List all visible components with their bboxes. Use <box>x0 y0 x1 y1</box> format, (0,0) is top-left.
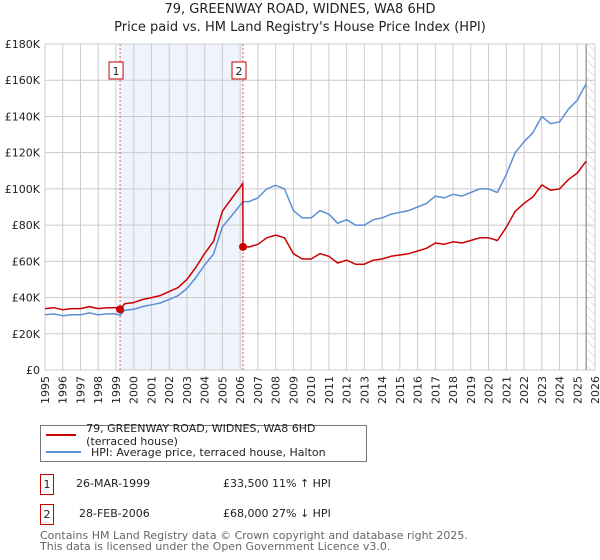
x-tick-label: 2024 <box>554 376 567 404</box>
x-tick-label: 2002 <box>163 376 176 404</box>
transaction-price: £33,500 <box>223 477 269 490</box>
x-tick-label: 2016 <box>412 376 425 404</box>
hpi-line <box>44 83 587 317</box>
y-tick-label: £80K <box>12 219 41 232</box>
sale-label: 2 <box>236 65 243 78</box>
x-tick-label: 1998 <box>92 376 105 404</box>
y-tick-label: £180K <box>5 38 41 51</box>
property-line <box>44 160 587 311</box>
sale-label: 1 <box>113 65 120 78</box>
x-tick-label: 2008 <box>270 376 283 404</box>
transaction-badge: 1 <box>40 474 54 495</box>
legend-label-property: 79, GREENWAY ROAD, WIDNES, WA8 6HD (terr… <box>86 422 316 448</box>
y-tick-label: £40K <box>12 292 41 305</box>
x-tick-label: 2019 <box>465 376 478 404</box>
y-tick-label: £60K <box>12 255 41 268</box>
x-tick-label: 2017 <box>429 376 442 404</box>
x-tick-label: 2003 <box>181 376 194 404</box>
legend-swatch-hpi <box>46 451 81 453</box>
transaction-hpi: 27% ↓ HPI <box>272 507 331 520</box>
x-tick-label: 2000 <box>128 376 141 404</box>
x-tick-label: 2014 <box>376 376 389 404</box>
x-tick-label: 2009 <box>287 376 300 404</box>
chart-subtitle: Price paid vs. HM Land Registry's House … <box>114 20 486 35</box>
footer-line-2: This data is licensed under the Open Gov… <box>40 540 391 553</box>
x-tick-label: 1997 <box>74 376 87 404</box>
x-tick-label: 2001 <box>145 376 158 404</box>
price-chart: 1995 1996 1997 1998 1999 2000 2001 2002 2003 2004… <box>5 38 600 404</box>
transaction-price: £68,000 <box>223 507 269 520</box>
y-tick-label: £160K <box>5 74 41 87</box>
y-tick-label: £0 <box>26 364 40 377</box>
transaction-hpi: 11% ↑ HPI <box>272 477 331 490</box>
legend-swatch-property <box>46 434 77 436</box>
x-tick-label: 2026 <box>589 376 600 404</box>
x-tick-label: 2023 <box>536 376 549 404</box>
y-tick-label: £100K <box>5 183 41 196</box>
y-tick-label: £20K <box>12 328 41 341</box>
legend: 79, GREENWAY ROAD, WIDNES, WA8 6HD (terr… <box>40 422 367 462</box>
x-tick-label: 2010 <box>305 376 318 404</box>
x-tick-label: 1995 <box>39 376 52 404</box>
x-tick-label: 2005 <box>216 376 229 404</box>
chart-title: 79, GREENWAY ROAD, WIDNES, WA8 6HD <box>164 2 436 17</box>
sale-label-box <box>231 61 247 80</box>
y-tick-label: £140K <box>5 110 41 123</box>
legend-item-hpi: HPI: Average price, terraced house, Halt… <box>46 444 326 460</box>
x-tick-label: 2013 <box>358 376 371 404</box>
x-tick-label: 2011 <box>323 376 336 404</box>
x-tick-label: 2015 <box>394 376 407 404</box>
x-tick-label: 2004 <box>199 376 212 404</box>
transaction-date: 26-MAR-1999 <box>76 477 151 490</box>
legend-item-property: 79, GREENWAY ROAD, WIDNES, WA8 6HD (terr… <box>46 422 366 448</box>
sale-point <box>116 305 125 314</box>
transaction-badge: 2 <box>40 504 54 525</box>
footer: Contains HM Land Registry data © Crown c… <box>40 530 468 552</box>
legend-label-hpi: HPI: Average price, terraced house, Halt… <box>91 445 326 459</box>
y-tick-label: £120K <box>5 147 41 160</box>
x-tick-label: 2018 <box>447 376 460 404</box>
footer-line-1: Contains HM Land Registry data © Crown c… <box>40 529 468 542</box>
x-tick-label: 1996 <box>57 376 70 404</box>
x-tick-label: 2025 <box>571 376 584 404</box>
x-tick-label: 2012 <box>341 376 354 404</box>
x-tick-label: 2006 <box>234 376 247 404</box>
transaction-date: 28-FEB-2006 <box>79 507 150 520</box>
sale-point <box>239 242 247 251</box>
x-tick-label: 2007 <box>252 376 265 404</box>
x-tick-label: 1999 <box>110 376 123 404</box>
forecast-hatch <box>586 44 595 370</box>
x-tick-label: 2022 <box>518 376 531 404</box>
x-tick-label: 2020 <box>483 376 496 404</box>
sale-label-box <box>108 61 124 80</box>
x-tick-label: 2021 <box>500 376 513 404</box>
